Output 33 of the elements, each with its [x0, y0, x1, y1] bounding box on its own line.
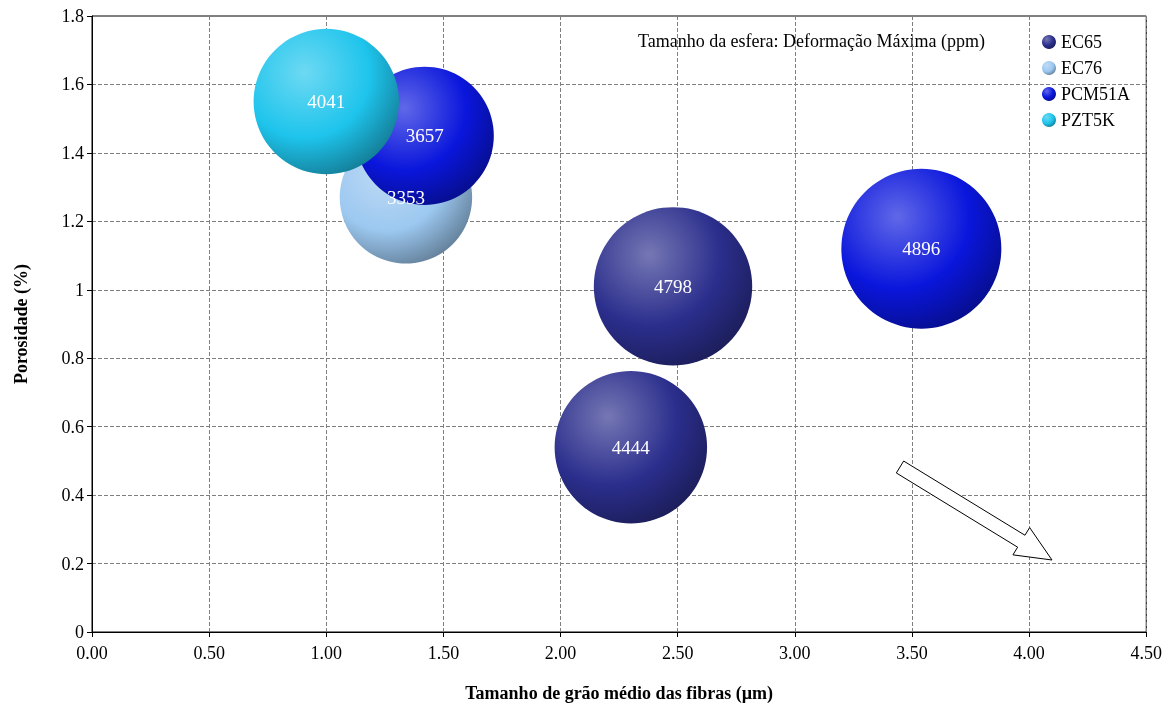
y-axis-title: Porosidade (%) [11, 263, 32, 385]
legend-label: EC76 [1060, 58, 1102, 78]
y-tick-label: 0 [75, 622, 84, 642]
data-label: 4041 [307, 91, 346, 113]
x-tick-label: 4.00 [1013, 643, 1045, 663]
y-tick-label: 0.6 [61, 416, 84, 437]
y-tick-label: 1.4 [61, 142, 84, 163]
x-axis-title: Tamanho de grão médio das fibras (µm) [465, 683, 773, 704]
legend-label: PCM51A [1060, 84, 1131, 104]
annotation: Tamanho da esfera: Deformação Máxima (ppm) [637, 31, 986, 52]
x-tick-label: 2.50 [661, 643, 694, 663]
x-tick-label: 3.00 [779, 643, 811, 663]
data-label: 3353 [386, 186, 425, 208]
legend-label: EC65 [1060, 32, 1102, 52]
x-tick-label: 1.50 [427, 643, 460, 663]
x-tick-label: 3.50 [896, 643, 928, 663]
data-label: 4896 [902, 238, 941, 260]
y-tick-label: 1.8 [61, 6, 84, 26]
y-tick-label: 1.6 [61, 74, 84, 95]
y-tick-label: 1 [75, 279, 84, 300]
data-label: 4444 [611, 436, 651, 458]
y-tick-label: 0.4 [61, 485, 84, 506]
data-label: 4798 [654, 275, 693, 297]
y-tick-label: 0.8 [61, 348, 84, 369]
data-label: 3657 [405, 125, 444, 147]
x-tick-label: 0.00 [76, 643, 108, 663]
y-tick-label: 0.2 [61, 553, 84, 574]
x-tick-label: 4.50 [1130, 643, 1162, 663]
legend-label: PZT5K [1060, 110, 1115, 130]
x-tick-label: 0.50 [193, 643, 225, 663]
x-tick-label: 1.00 [310, 643, 343, 663]
y-tick-label: 1.2 [61, 211, 84, 232]
x-tick-label: 2.00 [544, 643, 577, 663]
